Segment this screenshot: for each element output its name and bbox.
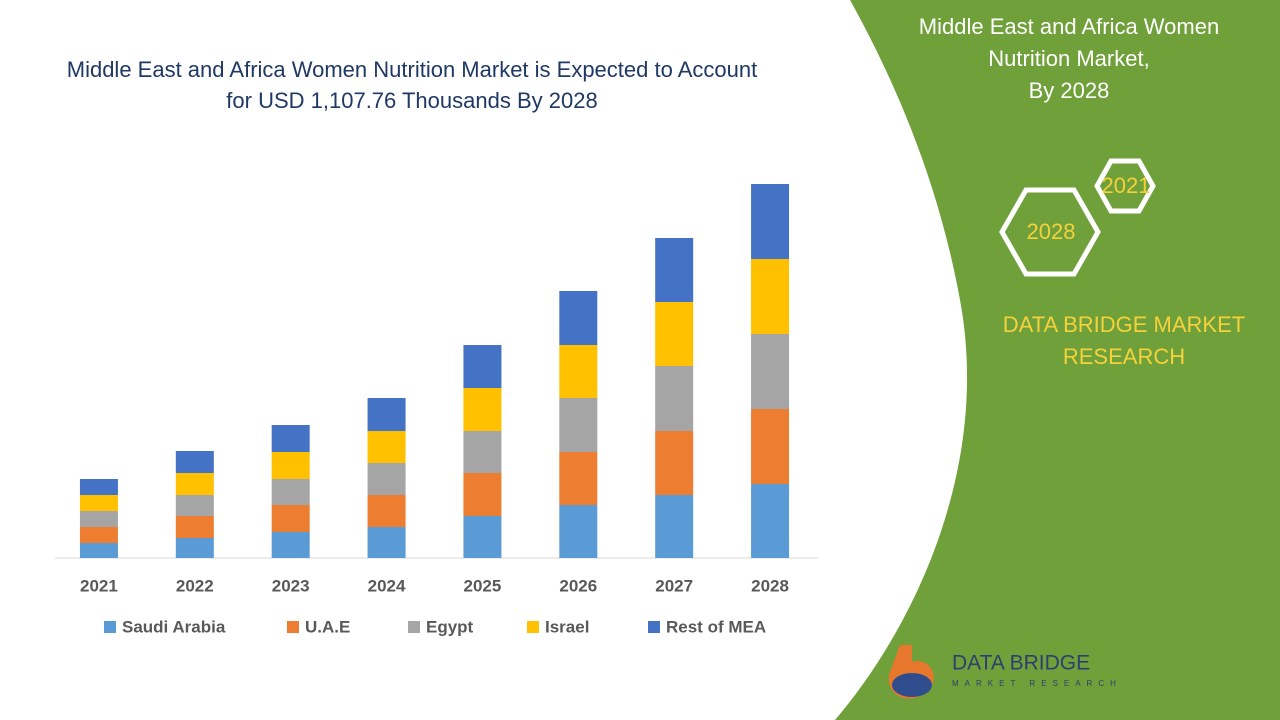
bar-segment [463, 516, 502, 558]
hex-year: 2028 [1027, 219, 1076, 244]
logo-mark [892, 673, 932, 697]
hexagon [1094, 158, 1156, 214]
bar-segment [79, 511, 118, 527]
bar-segment [271, 532, 310, 558]
bar-segment [367, 398, 406, 431]
bar-segment [175, 495, 214, 516]
logo-tagline: MARKET RESEARCH [952, 679, 1122, 688]
bar-segment [463, 388, 502, 431]
brand: RESEARCH [1063, 344, 1185, 369]
bar-segment [271, 425, 310, 452]
bar-segment [655, 238, 694, 302]
bar-segment [271, 452, 310, 479]
legend-label: Israel [545, 617, 589, 636]
bar-segment [559, 345, 598, 398]
bar-segment [655, 302, 694, 366]
legend-swatch [287, 621, 299, 633]
bar-segment [367, 495, 406, 527]
bar-segment [655, 366, 694, 431]
bar-segment [79, 495, 118, 511]
x-tick-label: 2028 [751, 576, 789, 595]
hexagon [999, 187, 1101, 277]
bar-segment [463, 473, 502, 516]
bar-segment [559, 291, 598, 345]
bar-segment [559, 452, 598, 505]
bar-segment [175, 451, 214, 473]
hex-year: 2021 [1102, 173, 1151, 198]
legend-label: Saudi Arabia [122, 617, 226, 636]
x-tick-label: 2021 [80, 576, 118, 595]
bar-segment [175, 473, 214, 495]
bar-segment [367, 431, 406, 463]
bar-segment [175, 538, 214, 558]
x-tick-label: 2025 [464, 576, 502, 595]
x-tick-label: 2022 [176, 576, 214, 595]
bar-segment [79, 543, 118, 558]
bar-segment [751, 484, 790, 558]
panel-title: Middle East and Africa Women [919, 14, 1219, 39]
x-tick-label: 2027 [655, 576, 693, 595]
bar-segment [751, 334, 790, 409]
panel-title: By 2028 [1029, 78, 1110, 103]
side-panel [835, 0, 1280, 720]
legend-swatch [648, 621, 660, 633]
logo-name: DATA BRIDGE [952, 652, 1090, 675]
brand: DATA BRIDGE MARKET [1003, 312, 1245, 337]
bar-segment [367, 527, 406, 558]
legend-label: Rest of MEA [666, 617, 766, 636]
legend-swatch [408, 621, 420, 633]
bar-segment [751, 409, 790, 484]
bar-segment [463, 431, 502, 473]
bar-segment [271, 479, 310, 505]
legend-label: Egypt [426, 617, 474, 636]
bar-segment [559, 505, 598, 558]
bar-segment [271, 505, 310, 532]
bar-segment [79, 527, 118, 543]
bar-segment [655, 431, 694, 495]
bar-segment [79, 479, 118, 495]
legend-label: U.A.E [305, 617, 350, 636]
x-tick-label: 2024 [368, 576, 406, 595]
x-tick-label: 2026 [559, 576, 597, 595]
bar-segment [175, 516, 214, 538]
legend-swatch [104, 621, 116, 633]
bar-segment [559, 398, 598, 452]
legend-swatch [527, 621, 539, 633]
bar-segment [367, 463, 406, 495]
bar-segment [751, 259, 790, 334]
bar-segment [751, 184, 790, 259]
bar-segment [655, 495, 694, 558]
bar-segment [463, 345, 502, 388]
panel-title: Nutrition Market, [988, 46, 1149, 71]
chart-title: Middle East and Africa Women Nutrition M… [66, 57, 758, 113]
x-tick-label: 2023 [272, 576, 310, 595]
